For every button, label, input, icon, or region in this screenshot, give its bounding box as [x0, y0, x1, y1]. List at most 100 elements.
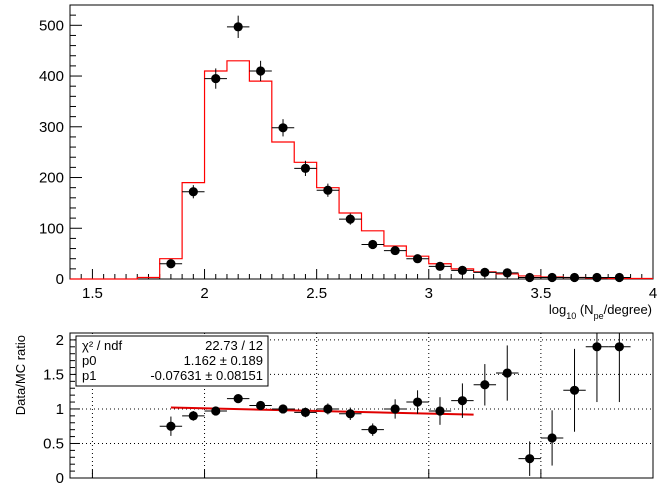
top-y-tick-label: 0 [56, 271, 64, 288]
top-x-tick-label: 2.5 [306, 285, 327, 302]
ratio-point [182, 411, 205, 421]
ratio-point [428, 397, 452, 425]
x-label-subscript: pe [594, 311, 604, 321]
top-x-tick-label: 2 [200, 285, 208, 302]
data-point [428, 261, 452, 271]
ratio-point [608, 333, 631, 403]
x-label-text: (N [576, 302, 593, 317]
ratio-points [159, 333, 631, 476]
data-point-marker [188, 187, 198, 197]
histogram-panel: 0 100 200 300 400 500 1.5 2 2.5 3 3.5 4 log10 (Npe… [39, 4, 657, 321]
top-frame [69, 4, 654, 280]
ratio-point-marker [480, 380, 490, 390]
ratio-point-marker [188, 411, 198, 421]
top-x-tick-label: 1.5 [82, 285, 103, 302]
ratio-point-marker [323, 404, 333, 414]
data-point [540, 272, 564, 283]
ratio-point [159, 416, 183, 436]
ratio-point [563, 348, 586, 432]
ratio-point-marker [502, 368, 512, 378]
bottom-y-tick-label: 1.5 [43, 366, 64, 383]
fit-line [170, 406, 474, 416]
stats-box-frame [75, 335, 269, 387]
data-point-marker [412, 254, 423, 264]
bottom-x-ticks [91, 470, 542, 478]
top-x-tick-label: 3.5 [530, 285, 551, 302]
x-label-text: /degree) [604, 302, 652, 317]
ratio-point-marker [525, 454, 535, 464]
data-point-marker [569, 272, 580, 283]
ratio-point [204, 406, 227, 416]
ratio-point [518, 441, 541, 476]
top-y-tick-label: 300 [39, 119, 64, 136]
data-point-marker [435, 261, 445, 271]
top-x-ticks: 1.5 2 2.5 3 3.5 4 [80, 269, 657, 302]
ratio-point [271, 404, 295, 414]
bottom-y-tick-label: 0.5 [43, 435, 64, 452]
ratio-point-marker [278, 404, 288, 414]
ratio-point-marker [345, 409, 355, 419]
data-point [226, 15, 250, 38]
ratio-point [406, 390, 429, 414]
stats-chi2-value: 22.73 / 12 [205, 338, 263, 353]
bottom-y-tick-label: 0 [56, 470, 64, 484]
ratio-point [339, 407, 362, 420]
data-point [159, 259, 183, 269]
ratio-point-marker [547, 433, 557, 443]
ratio-point-marker [569, 385, 580, 395]
ratio-point [383, 399, 407, 419]
stats-chi2-label: χ² / ndf [82, 338, 122, 353]
top-y-tick-label: 500 [39, 17, 64, 34]
ratio-point-marker [435, 406, 445, 416]
data-point-marker [525, 272, 535, 283]
ratio-point-marker [592, 342, 602, 352]
x-label-subscript: 10 [566, 311, 576, 321]
data-point-marker [502, 268, 512, 278]
data-point-marker [547, 272, 557, 283]
ratio-point-marker [166, 421, 176, 431]
data-point-marker [255, 66, 266, 76]
bottom-y-tick-label: 1 [56, 401, 64, 418]
data-point [339, 213, 362, 225]
data-point [473, 267, 497, 278]
stats-p1-label: p1 [82, 368, 96, 383]
ratio-point [249, 400, 272, 411]
ratio-point-marker [614, 342, 624, 352]
data-point [316, 183, 340, 197]
ratio-point [451, 383, 474, 418]
ratio-point-marker [390, 404, 400, 414]
ratio-point [473, 364, 497, 406]
ratio-point-marker [368, 425, 378, 435]
top-y-tick-label: 400 [39, 68, 64, 85]
top-y-tick-label: 200 [39, 170, 64, 187]
data-point [406, 254, 429, 264]
data-point [585, 272, 609, 283]
top-y-ticks: 0 100 200 300 400 500 [39, 14, 82, 288]
bottom-y-ticks: 0 0.5 1 1.5 2 [43, 332, 80, 484]
stats-p0-label: p0 [82, 353, 96, 368]
top-y-tick-label: 100 [39, 220, 64, 237]
data-point [496, 268, 519, 278]
ratio-point [294, 407, 317, 418]
data-point [451, 265, 474, 275]
ratio-point-marker [233, 393, 243, 404]
ratio-point [540, 410, 564, 466]
data-point-marker [323, 185, 333, 195]
data-point-marker [457, 265, 468, 275]
ratio-point [496, 345, 519, 401]
ratio-point [316, 403, 340, 415]
data-point-marker [614, 272, 624, 283]
ratio-y-axis-label: Data/MC ratio [13, 335, 28, 415]
bottom-y-tick-label: 2 [56, 332, 64, 349]
ratio-point [585, 333, 609, 403]
x-label-text: log [549, 302, 566, 317]
ratio-point [361, 423, 384, 436]
data-point-marker [166, 259, 176, 269]
top-x-tick-label: 3 [425, 285, 433, 302]
ratio-point-marker [211, 406, 221, 416]
data-point [271, 119, 295, 137]
ratio-point-marker [457, 396, 468, 406]
data-point [204, 68, 227, 89]
data-point [249, 60, 272, 82]
